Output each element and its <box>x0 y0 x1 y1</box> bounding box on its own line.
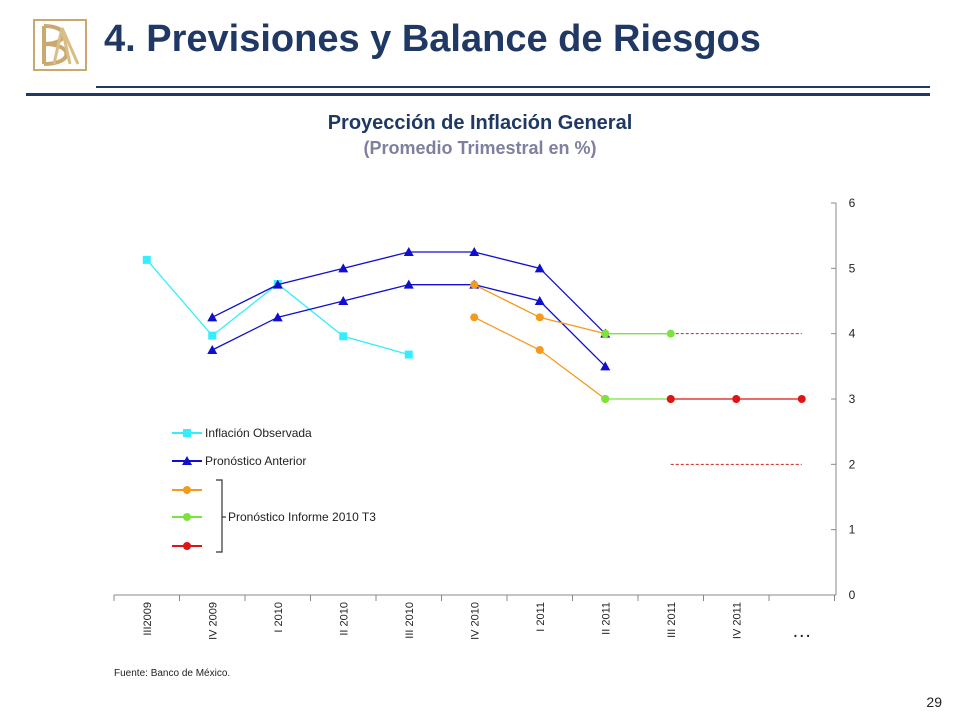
legend-marker-orange <box>183 486 191 494</box>
data-point-orange_upper <box>470 280 479 289</box>
data-point-observed <box>142 255 151 264</box>
title-rule-thin <box>96 86 930 88</box>
x-tick-label: III 2010 <box>404 602 416 639</box>
legend-marker-observed <box>183 429 191 437</box>
legend-marker-red <box>183 542 191 550</box>
legend-label-previous: Pronóstico Anterior <box>205 454 306 468</box>
legend-marker-previous <box>182 456 192 465</box>
y-tick-label: 4 <box>849 327 856 341</box>
x-tick-label: II 2010 <box>338 602 350 636</box>
data-point-green_lower <box>601 395 610 403</box>
x-tick-label: IV 2011 <box>731 602 743 639</box>
data-point-orange_lower <box>470 313 479 322</box>
x-tick-label: III 2011 <box>666 602 678 638</box>
data-point-green_upper <box>601 329 610 338</box>
data-point-previous_upper <box>534 263 545 273</box>
chart-title: Proyección de Inflación General <box>327 112 633 134</box>
y-tick-label: 0 <box>849 588 856 602</box>
data-point-observed <box>208 331 217 340</box>
data-point-orange_lower <box>535 346 544 354</box>
y-tick-label: 6 <box>849 196 856 210</box>
legend-marker-green <box>183 513 191 521</box>
banxico-logo <box>33 19 87 71</box>
page-number: 29 <box>926 694 942 710</box>
data-point-previous_lower <box>403 279 414 289</box>
x-tick-label: III2009 <box>142 602 154 636</box>
x-tick-label-ellipsis: … <box>792 620 812 642</box>
series-line-previous_upper <box>211 251 606 335</box>
data-point-red_lower <box>797 395 806 403</box>
data-point-previous_lower <box>338 296 349 305</box>
series-line-orange_upper <box>473 284 606 335</box>
data-point-previous_upper <box>272 279 283 289</box>
x-tick-label: IV 2010 <box>469 602 481 640</box>
x-tick-label: IV 2009 <box>207 602 219 640</box>
page-title: 4. Previsiones y Balance de Riesgos <box>104 18 761 60</box>
data-point-previous_upper <box>469 247 480 256</box>
data-point-previous_lower <box>534 296 545 305</box>
data-point-previous_lower <box>207 345 218 354</box>
x-tick-label: I 2010 <box>273 602 285 633</box>
source-note: Fuente: Banco de México. <box>114 668 231 679</box>
data-point-observed <box>339 332 348 341</box>
y-tick-label: 3 <box>849 392 856 406</box>
data-point-observed <box>404 350 413 359</box>
y-tick-label: 5 <box>849 261 856 275</box>
y-tick-label: 1 <box>849 523 856 537</box>
title-rule-thick <box>26 93 930 96</box>
x-tick-label: II 2011 <box>600 602 612 635</box>
data-point-previous_upper <box>207 312 218 322</box>
data-point-green_upper <box>666 329 675 338</box>
y-tick-label: 2 <box>849 457 856 471</box>
data-point-orange_upper <box>535 313 544 322</box>
data-point-red_lower <box>732 395 741 403</box>
x-tick-label: I 2011 <box>535 602 547 632</box>
data-point-previous_lower <box>272 312 283 322</box>
legend-label-observed: Inflación Observada <box>205 426 312 440</box>
data-point-previous_upper <box>403 247 414 256</box>
series-line-observed <box>146 259 409 356</box>
chart-subtitle: (Promedio Trimestral en %) <box>363 138 597 158</box>
legend-bracket <box>216 479 223 553</box>
data-point-red_lower <box>666 395 675 403</box>
data-point-previous_lower <box>600 361 611 371</box>
legend-group-label: Pronóstico Informe 2010 T3 <box>228 510 376 524</box>
series-line-orange_lower <box>473 316 606 400</box>
data-point-previous_upper <box>338 263 349 273</box>
